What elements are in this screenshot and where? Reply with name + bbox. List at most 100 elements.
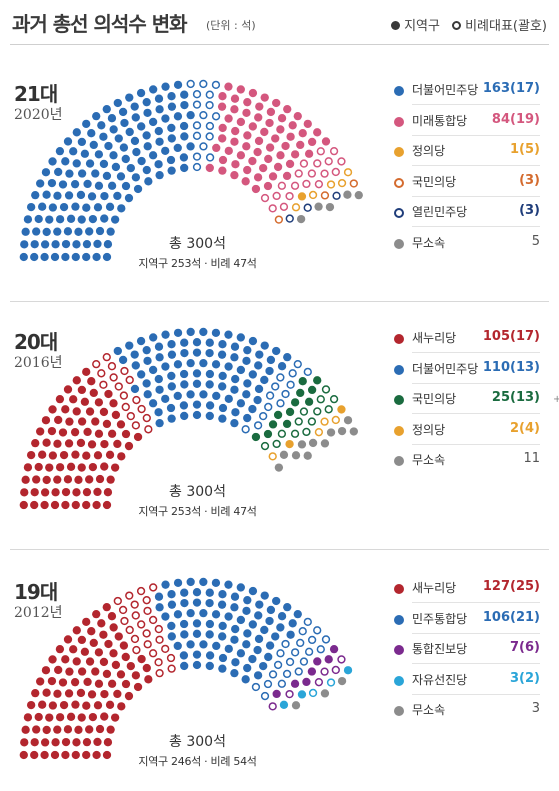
seat-district (211, 360, 221, 369)
seat-district (354, 190, 363, 200)
seat-district (83, 677, 92, 687)
seat-district (277, 612, 287, 621)
seat-proportional (294, 417, 303, 426)
seat-district (77, 667, 87, 676)
seat-district (265, 143, 275, 152)
seat-district (42, 227, 51, 237)
seat-proportional (326, 678, 336, 687)
seat-district (173, 143, 182, 153)
seat-district (241, 177, 250, 186)
seat-district (326, 428, 336, 437)
seat-district (89, 388, 98, 398)
seat-district (173, 578, 183, 587)
party-seat-count: 7(6) (510, 640, 540, 655)
seat-district (102, 171, 112, 181)
legend-divider (412, 195, 540, 197)
seat-district (161, 362, 170, 371)
seat-district (186, 390, 195, 399)
seat-proportional (326, 180, 336, 189)
seat-proportional (290, 181, 300, 190)
seat-district (218, 123, 227, 133)
seat-district (236, 85, 245, 94)
seat-district (102, 750, 112, 760)
seat-district (85, 725, 94, 734)
seat-district (142, 663, 151, 673)
seat-proportional (199, 79, 208, 89)
seat-district (116, 172, 126, 181)
seat-district (167, 350, 177, 359)
seat-proportional (260, 193, 270, 203)
seat-district (71, 252, 80, 262)
assembly-label: 19대 (14, 580, 58, 604)
seat-district (230, 385, 239, 394)
seat-proportional (125, 375, 134, 385)
seat-district (173, 641, 182, 651)
seat-district (343, 666, 353, 675)
seat-district (55, 463, 65, 472)
seat-district (243, 629, 252, 638)
seat-district (119, 641, 129, 650)
seat-district (91, 417, 100, 426)
seat-district (36, 677, 45, 686)
seat-district (26, 202, 36, 212)
party-name: 국민의당 (412, 174, 457, 189)
party-seat-count: 1(5) (510, 142, 540, 157)
seat-district (93, 701, 103, 710)
seat-district (266, 355, 276, 365)
seat-district (276, 125, 285, 134)
seat-district (41, 168, 51, 177)
seat-district (264, 154, 273, 164)
seat-district (230, 635, 239, 644)
seat-district (53, 725, 62, 734)
seat-district (255, 350, 264, 359)
seat-district (70, 180, 80, 189)
seat-district (154, 342, 164, 351)
seat-district (121, 679, 131, 689)
party-name: 미래통합당 (412, 113, 468, 128)
seat-proportional (324, 157, 333, 166)
seat-district (248, 620, 257, 629)
seat-district (121, 429, 131, 439)
seat-district (212, 641, 221, 651)
seat-proportional (131, 611, 140, 620)
seat-district (211, 610, 221, 619)
seat-district (124, 691, 134, 701)
seat-district (148, 151, 158, 160)
seat-proportional (277, 181, 287, 190)
seat-district (51, 240, 60, 249)
seat-district (71, 500, 80, 510)
seat-district (266, 107, 276, 117)
seat-proportional (307, 169, 317, 178)
seat-proportional (120, 366, 129, 376)
seat-proportional (154, 624, 163, 634)
party-name: 더불어민주당 (412, 83, 479, 97)
seat-district (125, 93, 134, 102)
seat-district (268, 420, 278, 429)
seat-breakdown: 지역구 253석 · 비례 47석 (138, 257, 257, 270)
party-dot-icon (394, 584, 404, 594)
seat-proportional (167, 664, 176, 673)
party-legend-20th: 새누리당 105(17) 더불어민주당 110(13) 국민의당 25(13) 정의당 2(4… (394, 326, 550, 479)
seat-district (179, 121, 189, 131)
seat-district (320, 689, 330, 698)
seat-proportional (279, 202, 289, 211)
seat-proportional (308, 688, 318, 698)
seat-district (243, 413, 252, 423)
party-dot-icon (394, 675, 404, 686)
party-seat-count: 163(17) (482, 81, 540, 96)
seat-district (230, 105, 239, 114)
seat-district (303, 119, 312, 129)
seat-district (77, 169, 87, 178)
seat-district (23, 215, 33, 224)
seat-proportional (142, 596, 151, 605)
seat-district (85, 159, 95, 168)
seat-district (192, 629, 202, 638)
seat-district (85, 407, 95, 416)
seat-district (325, 202, 335, 212)
seat-proportional (282, 669, 292, 679)
seat-district (121, 652, 130, 662)
seat-district (38, 202, 47, 211)
seat-proportional (265, 391, 275, 400)
seat-district (100, 214, 109, 223)
seat-district (218, 134, 227, 143)
